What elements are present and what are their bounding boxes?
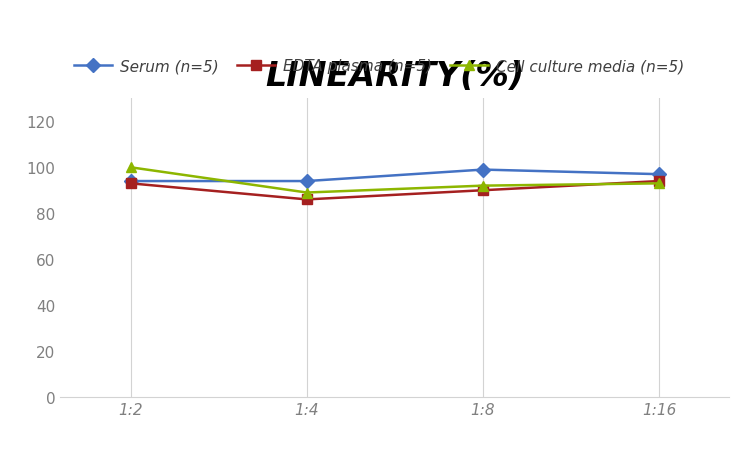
Serum (n=5) <box>126 179 135 184</box>
EDTA plasma (n=5) <box>654 179 663 184</box>
Serum (n=5) <box>478 167 487 173</box>
EDTA plasma (n=5) <box>302 197 311 202</box>
Legend: Serum (n=5), EDTA plasma (n=5), Cell culture media (n=5): Serum (n=5), EDTA plasma (n=5), Cell cul… <box>68 53 690 80</box>
Title: LINEARITY(%): LINEARITY(%) <box>265 60 524 92</box>
Serum (n=5) <box>654 172 663 178</box>
Cell culture media (n=5) <box>654 181 663 187</box>
Line: Serum (n=5): Serum (n=5) <box>126 166 664 187</box>
Line: EDTA plasma (n=5): EDTA plasma (n=5) <box>126 177 664 205</box>
Cell culture media (n=5) <box>302 190 311 196</box>
Cell culture media (n=5) <box>126 165 135 170</box>
Cell culture media (n=5) <box>478 184 487 189</box>
Line: Cell culture media (n=5): Cell culture media (n=5) <box>126 163 664 198</box>
EDTA plasma (n=5) <box>478 188 487 193</box>
EDTA plasma (n=5) <box>126 181 135 187</box>
Serum (n=5) <box>302 179 311 184</box>
